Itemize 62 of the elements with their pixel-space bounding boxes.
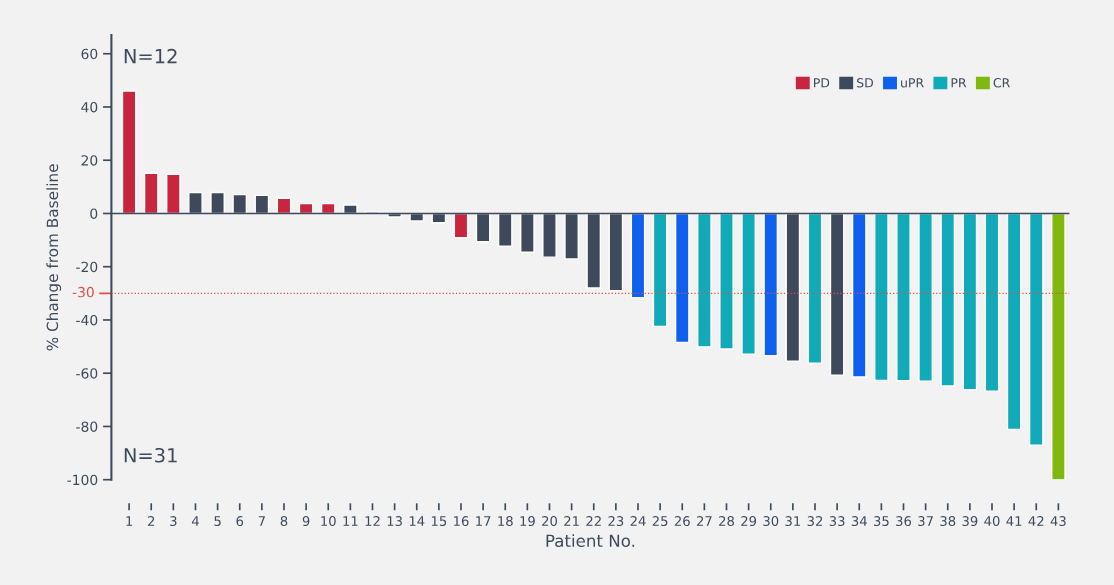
x-tick-label: 32 [807, 516, 823, 527]
x-tick-label: 29 [741, 516, 757, 527]
x-tick-label: 16 [454, 516, 469, 527]
x-tick-label: 5 [214, 516, 221, 527]
x-tick-label: 2 [148, 516, 155, 526]
x-tick-label: 43 [1050, 516, 1066, 527]
legend-label: PR [951, 78, 967, 88]
x-tick-label: 13 [387, 516, 402, 527]
x-tick-label: 6 [236, 516, 244, 527]
ref-line-label: -30 [72, 286, 94, 298]
x-tick-label: 24 [630, 516, 646, 526]
y-tick-label: 60 [81, 48, 98, 60]
x-tick-label: 1 [126, 516, 133, 526]
x-tick-label: 4 [191, 516, 199, 526]
x-tick-label: 7 [258, 516, 265, 526]
y-axis-title: % Change from Baseline [46, 164, 62, 351]
x-tick-label: 27 [696, 516, 712, 526]
legend-label: uPR [901, 78, 924, 88]
y-tick-label: 20 [81, 155, 98, 166]
x-tick-label: 20 [542, 516, 558, 527]
x-tick-label: 36 [896, 516, 912, 527]
y-tick-label: -80 [76, 421, 98, 432]
y-tick-label: -60 [76, 368, 98, 379]
x-tick-label: 37 [918, 516, 933, 527]
x-tick-label: 10 [321, 516, 336, 527]
x-tick-label: 30 [763, 516, 779, 527]
x-tick-label: 35 [873, 516, 889, 527]
annotation: N=12 [124, 48, 177, 64]
x-tick-label: 21 [564, 516, 579, 526]
x-tick-label: 19 [520, 516, 535, 527]
x-tick-label: 8 [280, 516, 288, 527]
x-tick-label: 42 [1028, 516, 1044, 526]
x-tick-label: 41 [1006, 516, 1022, 526]
x-tick-label: 25 [652, 516, 668, 527]
x-tick-label: 9 [302, 516, 310, 527]
legend-label: PD [814, 78, 830, 88]
x-tick-label: 18 [498, 516, 513, 527]
legend-label: CR [993, 78, 1010, 88]
x-tick-label: 15 [431, 516, 447, 527]
x-tick-label: 38 [940, 516, 956, 527]
x-tick-label: 39 [962, 516, 978, 527]
x-tick-label: 22 [586, 516, 601, 526]
x-tick-label: 31 [785, 516, 801, 527]
x-tick-label: 34 [851, 516, 867, 527]
x-tick-label: 11 [343, 516, 358, 526]
y-tick-label: -20 [76, 261, 98, 273]
x-tick-label: 33 [829, 516, 845, 527]
x-tick-label: 12 [365, 516, 380, 526]
x-tick-label: 17 [476, 516, 491, 526]
x-tick-label: 14 [409, 516, 425, 526]
legend-label: SD [857, 78, 874, 88]
y-tick-label: 40 [81, 101, 98, 113]
y-tick-label: -40 [76, 314, 98, 326]
y-tick-label: -100 [67, 474, 98, 486]
y-tick-label: 0 [90, 208, 98, 219]
x-tick-label: 3 [170, 516, 177, 527]
annotation: N=31 [124, 447, 177, 463]
x-tick-label: 23 [608, 516, 624, 527]
x-tick-label: 26 [674, 516, 690, 527]
x-tick-label: 28 [719, 516, 734, 527]
x-axis-title: Patient No. [546, 534, 635, 548]
x-tick-label: 40 [984, 516, 1000, 527]
